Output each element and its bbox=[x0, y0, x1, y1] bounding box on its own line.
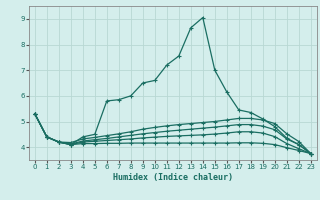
X-axis label: Humidex (Indice chaleur): Humidex (Indice chaleur) bbox=[113, 173, 233, 182]
